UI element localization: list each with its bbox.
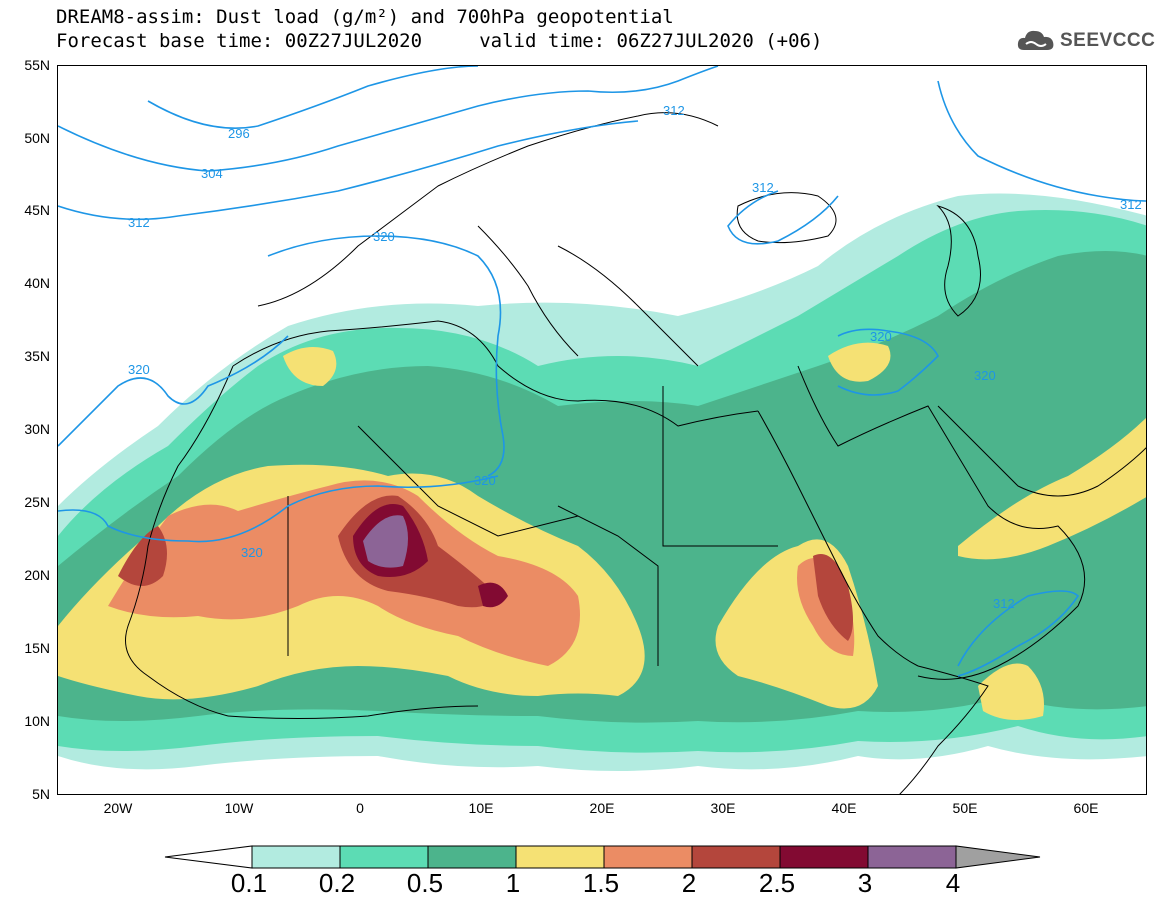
contour-label: 312 <box>752 180 774 195</box>
colorbar-label: 2 <box>681 868 697 898</box>
contour-label: 296 <box>228 126 250 141</box>
lon-label: 0 <box>356 800 364 816</box>
contour-296 <box>147 66 479 129</box>
coastline-horn-of-africa <box>899 665 989 794</box>
contour-label: 320 <box>128 362 150 377</box>
contour-320-med <box>267 235 505 477</box>
colorbar-label: 1 <box>505 868 521 898</box>
lon-label: 20W <box>103 800 133 816</box>
lat-label: 35N <box>24 348 50 364</box>
lon-label: 10E <box>468 800 494 816</box>
lat-label: 15N <box>24 640 50 656</box>
lat-label: 30N <box>24 421 50 437</box>
seevccc-logo: SEEVCCC <box>1016 24 1156 58</box>
lon-label: 10W <box>224 800 254 816</box>
dust-band-1-arabian <box>978 663 1044 720</box>
dust-load-map: 296 304 312 320 320 320 320 320 312 312 … <box>57 65 1147 795</box>
coastline-balkans <box>557 245 699 367</box>
colorbar-box <box>515 845 605 869</box>
contour-320-iraq <box>837 328 939 396</box>
lon-label: 30E <box>710 800 736 816</box>
coastline-persian-gulf <box>937 405 1146 497</box>
dust-field <box>58 193 1146 771</box>
contour-label: 312 <box>993 596 1015 611</box>
geopotential-contours <box>58 66 1146 677</box>
contour-label: 320 <box>870 329 892 344</box>
lat-label: 20N <box>24 567 50 583</box>
dust-band-1-iraq <box>828 342 891 382</box>
colorbar-label: 4 <box>945 868 961 898</box>
map-subtitle-times: Forecast base time: 00Z27JUL2020 valid t… <box>56 30 823 52</box>
dust-band-4 <box>363 515 408 568</box>
contour-312-blacksea <box>727 190 839 245</box>
contour-labels: 296 304 312 320 320 320 320 320 312 312 … <box>128 103 1142 611</box>
map-title: DREAM8-assim: Dust load (g/m²) and 700hP… <box>56 6 674 28</box>
contour-label: 312 <box>128 215 150 230</box>
lon-label: 40E <box>831 800 857 816</box>
colorbar-box <box>251 845 341 869</box>
colorbar-box <box>867 845 957 869</box>
colorbar-below-range <box>164 845 253 869</box>
coastline-black-sea <box>736 192 837 244</box>
lat-label: 55N <box>24 57 50 73</box>
lon-label: 50E <box>952 800 978 816</box>
colorbar-box <box>339 845 429 869</box>
cloud-icon <box>1017 30 1054 50</box>
coastline-gulf-of-guinea <box>227 705 479 719</box>
coastline-red-sea <box>757 410 919 667</box>
contour-320-west <box>58 335 289 447</box>
lat-label: 25N <box>24 494 50 510</box>
colorbar-above-range <box>955 845 1041 869</box>
contour-312-east <box>937 80 1146 202</box>
coastline-europe <box>257 112 719 307</box>
lat-label: 40N <box>24 275 50 291</box>
colorbar-label: 3 <box>857 868 873 898</box>
colorbar-box <box>691 845 781 869</box>
dust-band-2.5-mauritania <box>118 526 167 586</box>
contour-304 <box>58 66 719 172</box>
lat-label: 50N <box>24 130 50 146</box>
dust-band-3-east <box>478 582 508 608</box>
contour-label: 320 <box>974 368 996 383</box>
coastline-north-africa <box>232 320 759 427</box>
contour-label: 320 <box>241 545 263 560</box>
border-libya-chad <box>557 505 659 666</box>
coastline-italy <box>477 225 579 357</box>
contour-label: 320 <box>373 229 395 244</box>
contour-312-west <box>58 120 639 221</box>
lon-label: 20E <box>589 800 615 816</box>
contour-312-arabian <box>957 590 1080 677</box>
lat-label: 45N <box>24 202 50 218</box>
lat-label: 10N <box>24 713 50 729</box>
dust-band-1.5 <box>108 480 580 666</box>
contour-320-sahara <box>58 475 499 543</box>
border-sahara-east <box>662 386 778 547</box>
contour-label: 320 <box>474 473 496 488</box>
colorbar-box <box>603 845 693 869</box>
dust-band-1-morocco <box>283 347 337 386</box>
coastline-caspian <box>936 204 981 317</box>
map-canvas: 296 304 312 320 320 320 320 320 312 312 … <box>58 66 1146 794</box>
logo-text: SEEVCCC <box>1060 30 1156 51</box>
border-algeria-niger <box>357 425 579 537</box>
contour-label: 312 <box>663 103 685 118</box>
colorbar-label: 2.5 <box>758 868 796 898</box>
lon-label: 60E <box>1073 800 1099 816</box>
colorbar-label: 1.5 <box>582 868 620 898</box>
colorbar-label: 0.2 <box>318 868 356 898</box>
coastlines <box>125 112 1146 794</box>
lat-label: 5N <box>32 786 50 802</box>
contour-label: 312 <box>1120 197 1142 212</box>
coastline-arabia <box>797 365 1086 680</box>
colorbar-box <box>779 845 869 869</box>
dust-band-1-gulf <box>958 417 1146 560</box>
colorbar-box <box>427 845 517 869</box>
contour-label: 304 <box>201 166 223 181</box>
colorbar-boxes <box>164 845 1041 869</box>
colorbar-label: 0.1 <box>230 868 268 898</box>
coastline-west-africa <box>125 365 234 717</box>
colorbar-label: 0.5 <box>406 868 444 898</box>
